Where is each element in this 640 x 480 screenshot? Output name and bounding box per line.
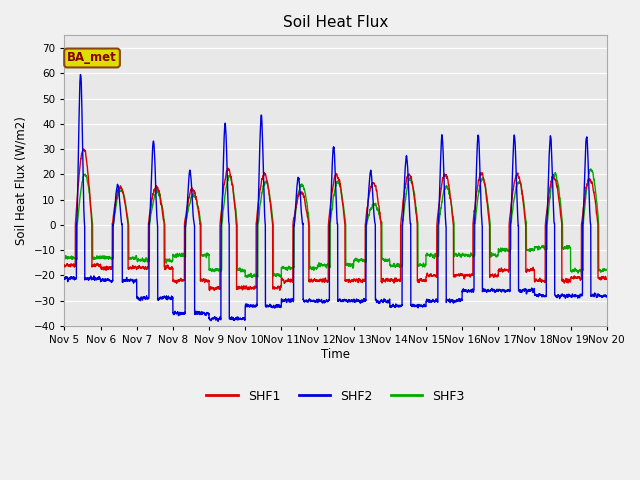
SHF1 [205, 288, 213, 293]
Legend: SHF1, SHF2, SHF3: SHF1, SHF2, SHF3 [202, 384, 470, 408]
Title: Soil Heat Flux: Soil Heat Flux [283, 15, 388, 30]
SHF2 [316, 298, 323, 303]
SHF1 [603, 276, 611, 281]
SHF1 [79, 146, 87, 152]
SHF2 [214, 318, 222, 324]
SHF1 [458, 272, 465, 278]
SHF2 [458, 296, 465, 301]
SHF2 [77, 72, 84, 77]
SHF1 [316, 278, 323, 284]
SHF3 [428, 253, 435, 259]
Line: SHF3: SHF3 [65, 169, 607, 277]
SHF2 [488, 287, 496, 292]
SHF3 [603, 266, 611, 272]
SHF3 [587, 166, 595, 172]
SHF3 [316, 261, 323, 266]
SHF3 [602, 267, 610, 273]
Line: SHF1: SHF1 [65, 149, 607, 290]
SHF2 [61, 275, 68, 281]
SHF2 [428, 299, 435, 305]
SHF1 [158, 206, 166, 212]
SHF1 [602, 276, 610, 282]
SHF1 [488, 273, 496, 278]
SHF3 [61, 255, 68, 261]
SHF1 [428, 272, 435, 277]
SHF1 [61, 262, 68, 268]
SHF3 [248, 275, 256, 280]
X-axis label: Time: Time [321, 348, 350, 361]
SHF2 [602, 294, 610, 300]
Text: BA_met: BA_met [67, 51, 117, 64]
Line: SHF2: SHF2 [65, 74, 607, 321]
SHF3 [457, 254, 465, 260]
SHF2 [603, 293, 611, 299]
SHF3 [488, 251, 495, 257]
SHF3 [158, 203, 166, 209]
SHF2 [158, 296, 166, 302]
Y-axis label: Soil Heat Flux (W/m2): Soil Heat Flux (W/m2) [15, 116, 28, 245]
